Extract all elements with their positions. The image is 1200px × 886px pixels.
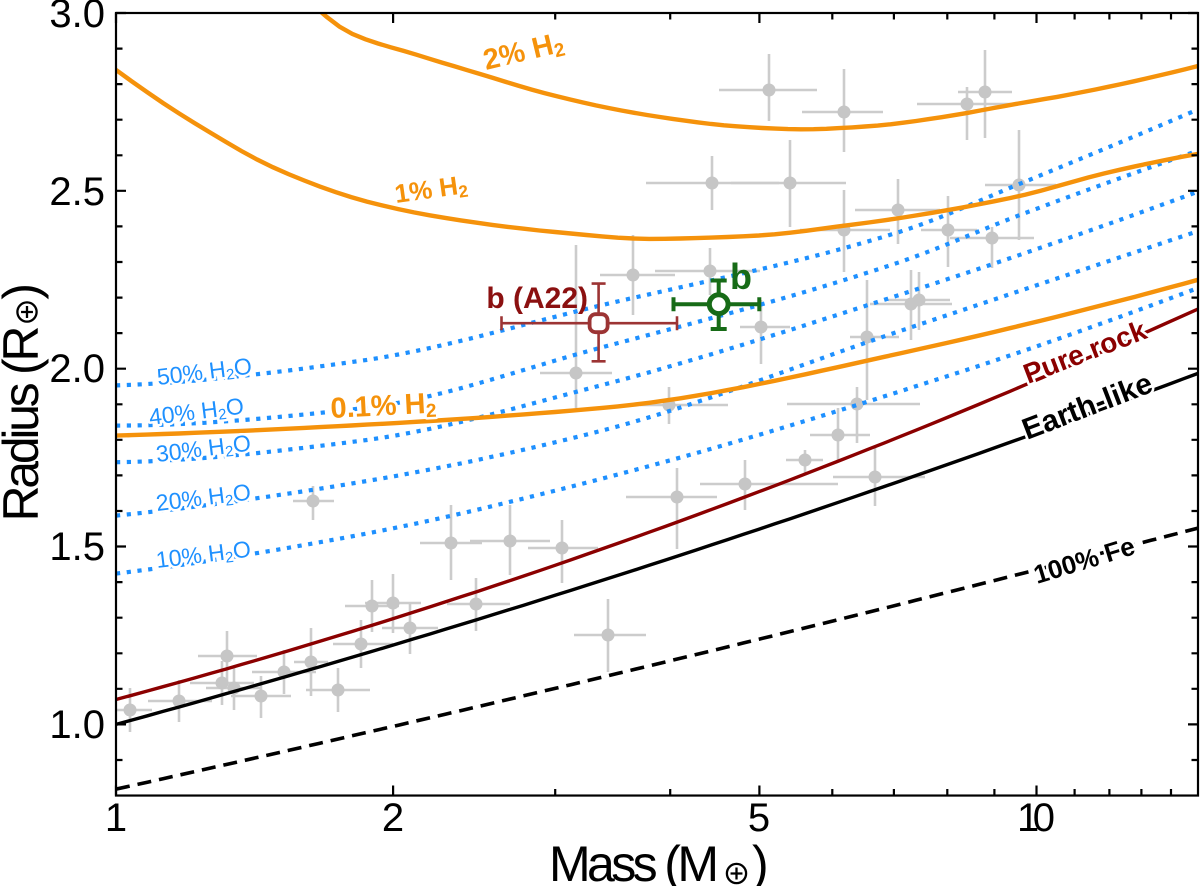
svg-text:2: 2 <box>382 796 404 840</box>
svg-text:1: 1 <box>105 796 127 840</box>
svg-text:2.5: 2.5 <box>49 170 105 214</box>
svg-text:10: 10 <box>1017 796 1055 840</box>
svg-text:3.0: 3.0 <box>49 0 105 36</box>
svg-text:5: 5 <box>748 796 770 840</box>
svg-text:1.5: 1.5 <box>49 525 105 569</box>
svg-text:): ) <box>0 283 49 300</box>
svg-text:Mass (M: Mass (M <box>549 836 719 886</box>
svg-text:1.0: 1.0 <box>49 703 105 747</box>
svg-text:): ) <box>752 836 769 886</box>
svg-text:Radius (R: Radius (R <box>0 326 49 522</box>
svg-text:b (A22): b (A22) <box>486 282 588 315</box>
svg-text:0.1% H2: 0.1% H2 <box>330 388 437 428</box>
svg-text:b: b <box>730 256 752 297</box>
svg-text:2.0: 2.0 <box>49 347 105 391</box>
